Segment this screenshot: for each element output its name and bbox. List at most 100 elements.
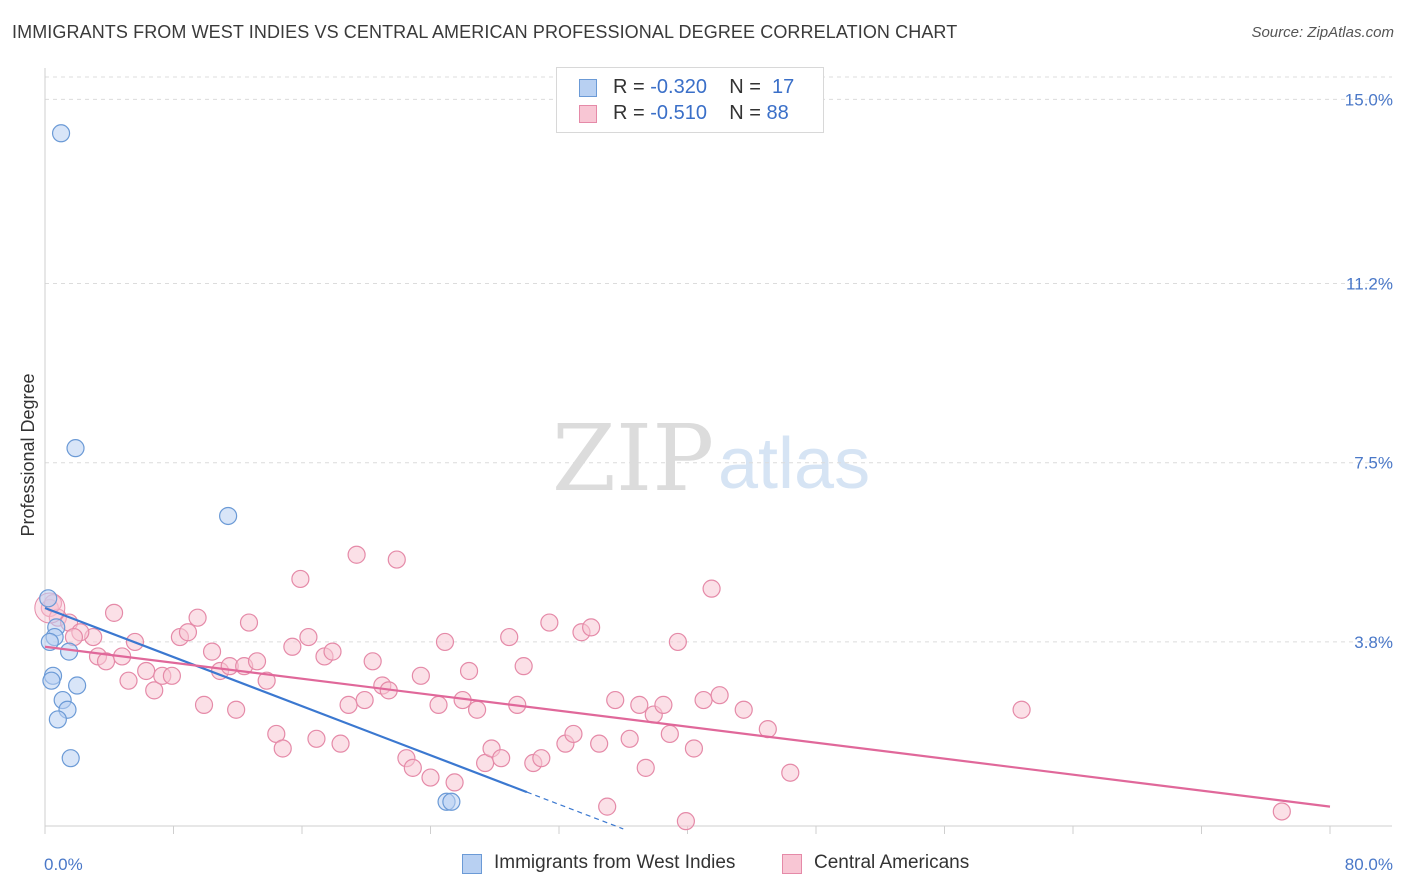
x-tick-labels: 0.0% 80.0% [44,855,1393,874]
west-indies-points [39,124,461,811]
central-americans-point-17 [178,623,198,642]
central-americans-point-71 [630,695,649,714]
central-americans-point-56 [492,749,511,768]
central-americans-point-49 [435,632,455,652]
y-tick-labels: 3.8% 7.5% 11.2% 15.0% [1345,90,1393,652]
legend-r-value: -0.510 [650,102,707,124]
central-americans-point-79 [694,690,713,710]
central-americans-point-23 [227,700,246,719]
central-americans-point-43 [387,550,406,569]
west-indies-point-2 [219,506,238,526]
central-americans-point-82 [734,700,753,719]
y-axis-label: Professional Degree [18,373,38,536]
legend-text-west-indies: R = -0.320 N = 17 [613,76,794,99]
central-americans-point-45 [403,758,422,777]
watermark-zip: ZIP [552,405,714,512]
legend-swatch-blue [579,79,597,97]
central-americans-point-70 [620,729,639,748]
central-americans-point-53 [467,700,487,719]
west-indies-point-13 [48,710,67,729]
central-americans-point-31 [291,569,310,589]
central-americans-point-84 [781,763,800,782]
central-americans-point-15 [162,666,181,685]
central-americans-point-48 [429,695,448,714]
grid [45,76,1392,643]
central-americans-point-64 [564,724,583,744]
central-americans-point-50 [445,773,464,792]
central-americans-point-81 [710,686,729,705]
legend-r-label: R = [613,102,645,124]
legend-r-label: R = [613,76,645,98]
central-americans-point-25 [239,613,259,632]
axes [44,68,1392,834]
central-americans-point-12 [137,661,156,681]
bottom-legend-swatch-pink [782,854,802,874]
bottom-legend-label-central-americans: Central Americans [814,852,970,873]
central-americans-point-61 [532,749,551,768]
central-americans-point-38 [347,545,366,564]
central-americans-point-36 [331,734,350,753]
stats-legend: R = -0.320 N = 17 R = -0.510 N = 88 [556,67,824,133]
central-americans-point-37 [339,695,358,714]
central-americans-point-35 [323,642,342,661]
central-americans-point-77 [676,812,695,831]
west-indies-trend-extension [526,791,624,830]
central-americans-point-30 [283,637,302,656]
y-tick-label-0: 3.8% [1354,633,1393,652]
central-americans-point-74 [654,695,673,714]
central-americans-point-69 [606,690,625,710]
trend-lines [44,606,1331,830]
bottom-legend-swatch-blue [462,854,482,874]
central-americans-point-68 [598,797,617,816]
central-americans-point-46 [411,666,430,685]
west-indies-trend-line [44,606,528,794]
x-tick-label-1: 80.0% [1345,855,1393,874]
central-americans-point-27 [257,671,276,690]
central-americans-point-11 [119,671,138,690]
west-indies-point-10 [68,676,87,695]
central-americans-point-32 [299,627,318,647]
central-americans-point-20 [202,642,222,661]
central-americans-points [34,545,1291,831]
legend-n-value: 88 [766,102,789,124]
legend-r-value: -0.320 [650,76,707,98]
west-indies-point-0 [51,124,71,143]
west-indies-point-1 [66,439,85,458]
central-americans-point-62 [540,613,559,632]
central-americans-point-52 [459,661,479,681]
central-americans-point-29 [273,739,292,758]
central-americans-point-78 [684,739,704,758]
central-americans-point-67 [590,734,609,753]
y-tick-label-2: 11.2% [1346,274,1393,293]
source-label: Source: ZipAtlas.com [1251,24,1394,41]
legend-n-label: N = [729,76,761,98]
central-americans-point-18 [188,608,207,627]
west-indies-point-16 [442,792,461,811]
chart-title: IMMIGRANTS FROM WEST INDIES VS CENTRAL A… [12,22,958,42]
central-americans-point-40 [363,652,382,671]
central-americans-point-80 [702,579,721,598]
central-americans-trend-line [44,645,1331,808]
central-americans-point-39 [355,690,374,710]
central-americans-point-66 [582,618,601,637]
legend-text-central-americans: R = -0.510 N = 88 [613,102,789,125]
watermark-atlas: atlas [718,424,870,504]
central-americans-point-19 [194,695,214,714]
central-americans-point-75 [660,724,679,744]
central-americans-point-72 [636,758,655,777]
central-americans-point-47 [421,768,440,787]
central-americans-point-33 [307,729,326,748]
central-americans-point-4 [104,603,124,622]
y-tick-label-1: 7.5% [1354,454,1393,473]
y-tick-label-3: 15.0% [1345,90,1393,109]
bottom-legend-label-west-indies: Immigrants from West Indies [494,852,736,873]
central-americans-point-86 [1272,802,1291,821]
legend-n-label: N = [729,102,761,124]
legend-swatch-pink [579,105,597,123]
west-indies-point-3 [39,589,58,608]
central-americans-point-85 [1012,700,1031,719]
central-americans-point-13 [145,681,164,700]
west-indies-point-14 [61,749,80,768]
central-americans-point-26 [247,652,267,671]
